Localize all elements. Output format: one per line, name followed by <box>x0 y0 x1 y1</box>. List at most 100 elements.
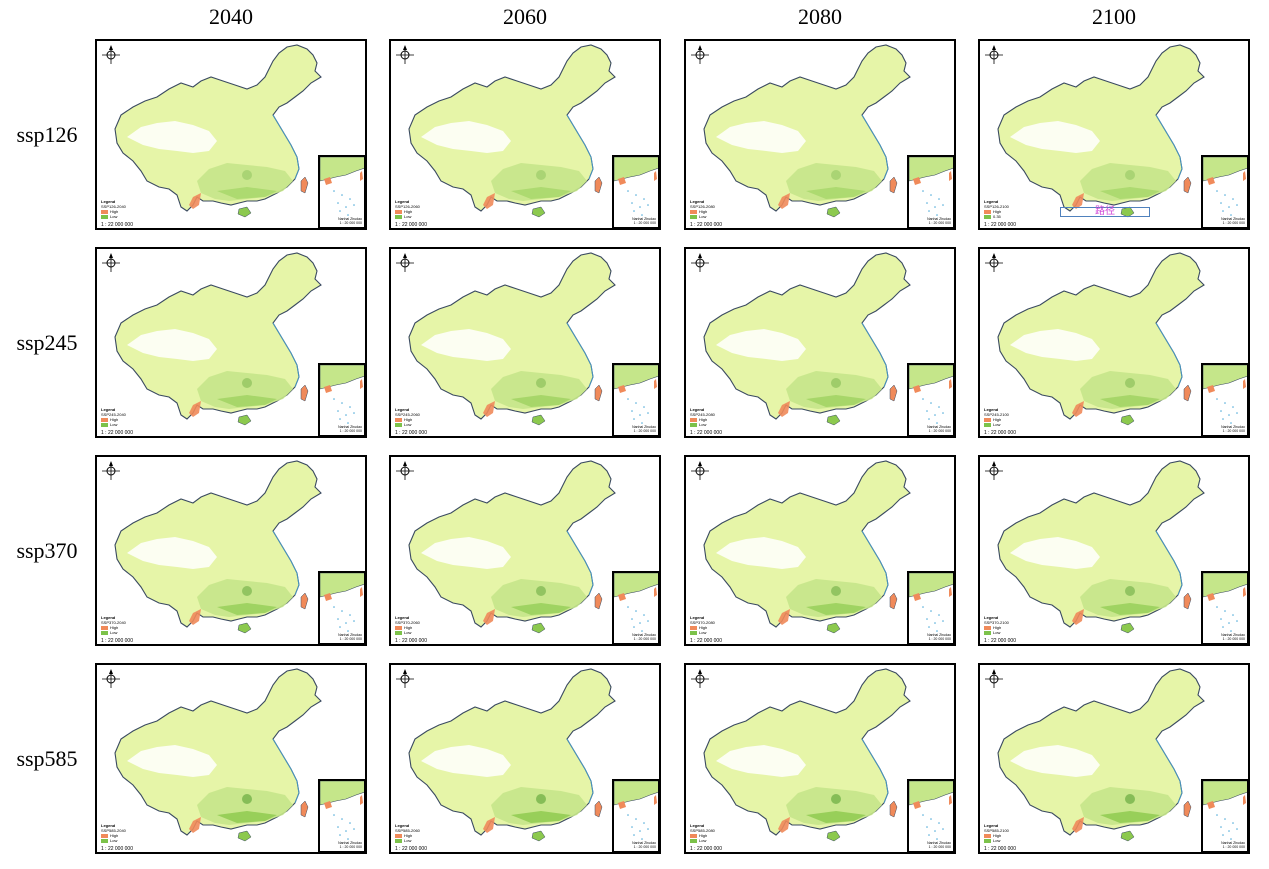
legend-low-row: Low <box>395 838 420 843</box>
inset-scale: 1 : 20 000 000 <box>1222 429 1245 433</box>
north-arrow-icon <box>102 253 120 272</box>
legend-low-label: Low <box>993 422 1001 427</box>
south-china-sea-inset: Nanhai Zhudao 1 : 20 000 000 <box>612 155 659 228</box>
inset-title: Nanhai Zhudao <box>338 217 362 221</box>
legend-high-row: High <box>984 417 1009 422</box>
inset-scale: 1 : 20 000 000 <box>339 845 362 849</box>
north-arrow-icon <box>691 45 709 64</box>
china-map <box>408 252 616 426</box>
column-header-2080: 2080 <box>798 4 842 29</box>
legend-high-swatch <box>984 417 991 422</box>
inset-caption: Nanhai Zhudao 1 : 20 000 000 <box>1221 633 1245 641</box>
map-panel-ssp370-2040: Legend SSP370-2040 High Low 1 : 22 000 000 Na… <box>95 455 367 646</box>
legend: Legend SSP126-2080 High Low <box>690 199 715 219</box>
inset-title: Nanhai Zhudao <box>927 425 951 429</box>
legend-high-swatch <box>101 417 108 422</box>
map-panel-ssp126-2060: Legend SSP126-2060 High Low 1 : 22 000 000 Na… <box>389 39 661 230</box>
legend-high-label: High <box>404 209 413 214</box>
south-china-sea-inset: Nanhai Zhudao 1 : 20 000 000 <box>1201 363 1248 436</box>
legend-low-label: Low <box>110 838 118 843</box>
north-arrow-icon <box>396 45 414 64</box>
legend-layer-name: SSP245-2080 <box>690 412 715 417</box>
legend-high-swatch <box>395 625 402 630</box>
china-map <box>114 668 322 842</box>
legend-low-row: Low <box>690 630 715 635</box>
south-china-sea-inset: Nanhai Zhudao 1 : 20 000 000 <box>612 363 659 436</box>
legend-high-label: High <box>110 625 119 630</box>
north-arrow-icon <box>691 669 709 688</box>
inset-title: Nanhai Zhudao <box>632 425 656 429</box>
scale-text: 1 : 22 000 000 <box>984 430 1016 436</box>
scale-text: 1 : 22 000 000 <box>101 222 133 228</box>
legend-low-row: Low <box>690 422 715 427</box>
inset-scale: 1 : 20 000 000 <box>928 845 951 849</box>
map-panel-ssp370-2080: Legend SSP370-2080 High Low 1 : 22 000 000 Na… <box>684 455 956 646</box>
legend-high-swatch <box>395 833 402 838</box>
legend-high-label: High <box>110 417 119 422</box>
south-china-sea-inset: Nanhai Zhudao 1 : 20 000 000 <box>1201 155 1248 228</box>
legend: Legend SSP585-2040 High Low <box>101 823 126 843</box>
south-china-sea-inset: Nanhai Zhudao 1 : 20 000 000 <box>907 571 954 644</box>
north-arrow-icon <box>985 253 1003 272</box>
legend-title: Legend <box>395 823 410 828</box>
legend-low-label: Low <box>699 422 707 427</box>
inset-scale: 1 : 20 000 000 <box>633 429 656 433</box>
south-china-sea-inset: Nanhai Zhudao 1 : 20 000 000 <box>907 363 954 436</box>
scale-text: 1 : 22 000 000 <box>101 846 133 852</box>
north-arrow-icon <box>396 669 414 688</box>
south-china-sea-inset: Nanhai Zhudao 1 : 20 000 000 <box>318 571 365 644</box>
china-map <box>703 460 911 634</box>
legend-low-row: Low <box>984 838 1009 843</box>
map-panel-ssp245-2100: Legend SSP245-2100 High Low 1 : 22 000 000 Na… <box>978 247 1250 438</box>
legend-high-row: High <box>101 417 126 422</box>
north-arrow-icon <box>102 45 120 64</box>
legend-low-swatch <box>690 630 697 635</box>
legend-layer-name: SSP370-2060 <box>395 620 420 625</box>
inset-caption: Nanhai Zhudao 1 : 20 000 000 <box>927 633 951 641</box>
scale-text: 1 : 22 000 000 <box>395 846 427 852</box>
inset-title: Nanhai Zhudao <box>1221 425 1245 429</box>
inset-scale: 1 : 20 000 000 <box>928 637 951 641</box>
legend-high-row: High <box>984 625 1009 630</box>
china-map <box>703 252 911 426</box>
legend-title: Legend <box>395 407 410 412</box>
map-panel-ssp126-2100: Legend SSP126-2100 High 0.35 1 : 22 000 000 N… <box>978 39 1250 230</box>
china-map <box>997 460 1205 634</box>
legend-low-swatch <box>101 838 108 843</box>
legend-low-label: Low <box>699 838 707 843</box>
legend-low-label: Low <box>404 214 412 219</box>
legend: Legend SSP245-2040 High Low <box>101 407 126 427</box>
legend-low-label: Low <box>404 422 412 427</box>
map-panel-ssp585-2100: Legend SSP585-2100 High Low 1 : 22 000 000 Na… <box>978 663 1250 854</box>
legend-low-swatch <box>101 630 108 635</box>
legend-high-swatch <box>984 209 991 214</box>
legend-high-label: High <box>404 417 413 422</box>
map-panel-ssp370-2060: Legend SSP370-2060 High Low 1 : 22 000 000 Na… <box>389 455 661 646</box>
map-panel-ssp126-2080: Legend SSP126-2080 High Low 1 : 22 000 000 Na… <box>684 39 956 230</box>
scale-text: 1 : 22 000 000 <box>984 638 1016 644</box>
china-map <box>114 44 322 218</box>
legend-low-swatch <box>395 838 402 843</box>
inset-title: Nanhai Zhudao <box>632 841 656 845</box>
north-arrow-icon <box>691 461 709 480</box>
legend-low-label: Low <box>699 630 707 635</box>
inset-caption: Nanhai Zhudao 1 : 20 000 000 <box>338 217 362 225</box>
china-map <box>408 668 616 842</box>
legend-low-label: Low <box>699 214 707 219</box>
legend-low-swatch <box>395 214 402 219</box>
south-china-sea-inset: Nanhai Zhudao 1 : 20 000 000 <box>612 571 659 644</box>
scale-text: 1 : 22 000 000 <box>690 638 722 644</box>
scale-text: 1 : 22 000 000 <box>395 222 427 228</box>
legend-high-row: High <box>690 417 715 422</box>
legend-high-swatch <box>395 417 402 422</box>
legend-title: Legend <box>690 407 705 412</box>
inset-scale: 1 : 20 000 000 <box>339 429 362 433</box>
inset-scale: 1 : 20 000 000 <box>1222 637 1245 641</box>
legend-high-swatch <box>101 833 108 838</box>
legend-low-swatch <box>395 630 402 635</box>
inset-caption: Nanhai Zhudao 1 : 20 000 000 <box>927 841 951 849</box>
legend: Legend SSP370-2040 High Low <box>101 615 126 635</box>
row-header-ssp370: ssp370 <box>16 538 78 563</box>
north-arrow-icon <box>102 669 120 688</box>
legend-high-swatch <box>690 625 697 630</box>
